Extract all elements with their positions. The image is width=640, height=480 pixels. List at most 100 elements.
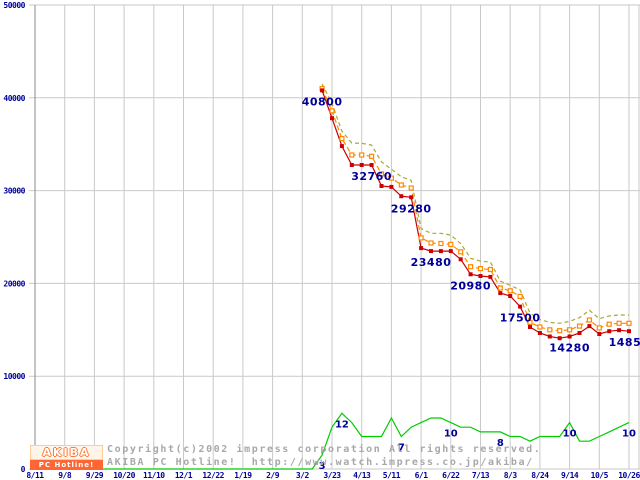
x-tick-label: 10/20 [113, 471, 135, 480]
price-label: 14850 [609, 336, 640, 349]
average-price-marker [626, 320, 632, 326]
x-tick-label: 12/22 [202, 471, 224, 480]
x-tick-label: 8/24 [531, 471, 549, 480]
x-tick-label: 9/29 [86, 471, 104, 480]
price-label: 40800 [302, 95, 343, 108]
x-tick-label: 9/14 [561, 471, 579, 480]
lowest-price-marker [597, 332, 602, 336]
logo-akiba-text: AKIBA [30, 445, 103, 460]
lowest-price-marker [607, 329, 612, 334]
akiba-pc-hotline-logo: AKIBA PC Hotline! [30, 445, 103, 470]
lowest-price-marker [409, 195, 414, 200]
copyright-text: Copyright(c)2002 impress corporation All… [107, 444, 542, 455]
y-tick-label: 40000 [3, 94, 25, 103]
lowest-price-marker [349, 163, 354, 167]
lowest-price-marker [389, 184, 394, 189]
shop-count-label: 10 [563, 429, 577, 440]
lowest-price-marker [508, 294, 513, 298]
x-tick-label: 3/23 [323, 471, 341, 480]
y-tick-label: 20000 [3, 279, 25, 288]
lowest-price-marker [478, 274, 483, 278]
y-tick-label: 30000 [3, 187, 25, 196]
lowest-price-marker [587, 324, 592, 329]
average-price-marker [378, 171, 385, 177]
average-price-marker [428, 240, 434, 246]
lowest-price-marker [419, 246, 424, 251]
data-point-labels: 40800 32760 29280 23480 20980 17500 14280 14850… [302, 95, 640, 472]
average-price-marker [408, 185, 414, 191]
lowest-price-marker [448, 249, 453, 254]
average-price-marker [566, 327, 573, 333]
x-tick-label: 10/26 [618, 471, 640, 480]
price-label: 20980 [450, 279, 491, 292]
average-price-marker [388, 175, 394, 181]
x-axis-tick-labels: 8/11 9/8 9/29 10/20 11/10 12/1 12/22 1/19 2/9 3/2… [26, 471, 640, 480]
x-tick-label: 6/22 [442, 471, 460, 480]
lowest-price-marker [429, 249, 433, 254]
average-price-marker [359, 152, 365, 158]
average-price-marker [606, 321, 612, 327]
x-tick-label: 6/1 [415, 471, 429, 480]
lowest-price-marker [537, 331, 542, 335]
lowest-price-marker [320, 88, 325, 93]
logo-pc-hotline-text: PC Hotline! [30, 460, 103, 470]
lowest-price-marker [339, 144, 344, 149]
x-tick-label: 12/1 [175, 471, 193, 480]
shop-count-label: 7 [398, 443, 405, 454]
average-price-marker [497, 285, 503, 291]
average-price-marker [517, 293, 523, 299]
lowest-price-marker [359, 163, 364, 167]
price-label: 29280 [391, 202, 432, 215]
x-tick-label: 7/13 [472, 471, 490, 480]
lowest-price-marker [488, 274, 493, 279]
lowest-price-marker [438, 249, 443, 254]
grid-layer [29, 4, 640, 470]
site-url-text: AKIBA PC Hotline! http://www.watch.impre… [107, 457, 534, 468]
x-tick-label: 4/13 [353, 471, 371, 480]
average-price-marker [477, 266, 484, 272]
average-price-marker [458, 249, 464, 255]
lowest-price-marker [617, 328, 622, 333]
average-price-marker [547, 327, 553, 333]
y-tick-label: 10000 [3, 372, 25, 381]
lowest-price-marker [458, 257, 463, 262]
y-axis-tick-labels: 50000 40000 30000 20000 10000 0 [3, 1, 26, 474]
average-price-marker [576, 323, 583, 329]
average-price-marker [557, 328, 563, 334]
average-price-marker [438, 240, 444, 247]
lowest-price-marker [498, 291, 503, 296]
x-tick-label: 10/5 [591, 471, 609, 480]
shop-count-label: 3 [319, 461, 326, 472]
lowest-price-marker [577, 331, 582, 335]
lowest-price-marker [468, 272, 473, 277]
x-tick-label: 8/3 [504, 471, 518, 480]
shop-count-label: 10 [622, 429, 636, 440]
price-label: 17500 [500, 312, 541, 325]
lowest-price-marker [399, 194, 404, 199]
lowest-price-marker [518, 304, 523, 309]
x-tick-label: 5/11 [383, 471, 401, 480]
lowest-price-line [321, 90, 630, 339]
lowest-price-marker [379, 184, 384, 188]
y-tick-label: 50000 [3, 1, 25, 10]
average-price-marker [468, 264, 474, 270]
average-price-marker [527, 319, 533, 325]
shop-count-label: 8 [497, 438, 504, 449]
x-tick-label: 9/8 [58, 471, 72, 480]
average-price-marker [398, 182, 404, 188]
average-price-marker [616, 320, 622, 326]
average-price-marker [537, 324, 543, 330]
shop-count-line [35, 412, 630, 470]
average-price-marker [369, 153, 375, 159]
lowest-price-marker [627, 329, 631, 334]
lowest-price-marker [369, 163, 374, 167]
x-tick-label: 8/11 [26, 471, 44, 480]
x-tick-label: 11/10 [143, 471, 165, 480]
average-price-line [321, 88, 629, 332]
lowest-price-marker [528, 325, 532, 329]
shop-count-label: 12 [335, 419, 349, 430]
average-price-marker [329, 108, 335, 114]
price-label: 14280 [549, 341, 590, 354]
x-tick-label: 2/9 [266, 471, 280, 480]
